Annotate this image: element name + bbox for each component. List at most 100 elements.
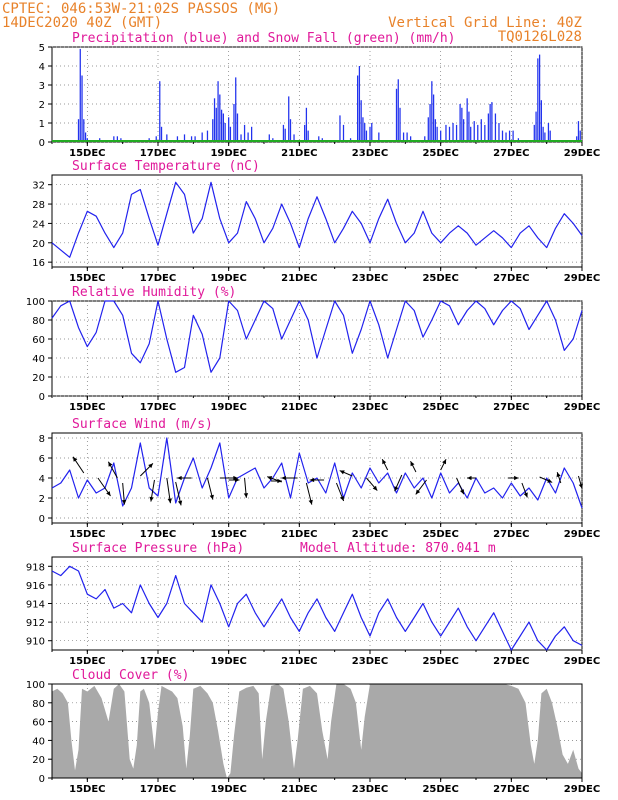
wind-vector [107,461,118,479]
precip-bar [159,81,161,142]
precip-bar [116,136,118,142]
precip-bar [498,123,500,142]
precip-bar [288,96,290,142]
wind-vector-head [556,472,561,478]
precip-bar [362,117,364,142]
panel-title: Surface Pressure (hPa) [72,541,244,556]
precip-bar [480,119,482,142]
precip-bar [576,136,578,142]
x-tick-label: 21DEC [281,656,317,667]
x-tick-label: 21DEC [281,529,317,540]
y-tick-label: 3 [39,81,45,92]
precip-bar [508,130,511,142]
precip-bar [399,107,401,142]
panel-title: Cloud Cover (%) [72,668,189,683]
precip-bar [538,54,541,142]
precip-bar [395,88,398,142]
precip-bar [357,75,359,142]
wind-vector [339,470,353,477]
panel-title: Precipitation (blue) and Snow Fall (gree… [72,31,456,46]
x-tick-label: 23DEC [352,656,388,667]
precip-bar [160,126,163,142]
precip-bar [452,123,454,142]
x-tick-label: 23DEC [352,784,388,795]
panel-subtitle: Model Altitude: 870.041 m [300,541,496,556]
y-tick-label: 0 [39,392,45,403]
x-tick-label: 17DEC [140,148,176,159]
precip-bar [360,100,362,142]
precip-bar [440,130,442,142]
y-tick-label: 16 [32,258,45,269]
wind-vector-head [372,485,378,491]
y-tick-label: 40 [32,354,45,365]
precip-bar [215,107,217,142]
precip-bar [431,81,433,142]
precip-bar [535,111,537,142]
precip-bar [342,124,345,142]
x-tick-label: 27DEC [493,148,529,159]
y-tick-label: 20 [32,239,45,250]
wind-vector [309,477,325,483]
x-tick-label: 29DEC [564,656,600,667]
wind-vector-head [410,461,415,467]
header-grid-line: Vertical Grid Line: 40Z [388,15,582,31]
y-tick-label: 32 [32,181,45,192]
wind-vector [177,475,192,481]
wind-vector [267,476,282,483]
wind-vector [577,475,583,489]
y-tick-label: 100 [26,680,45,691]
wind-vector-head [514,475,519,481]
precip-bar [429,104,431,142]
plot-frame [51,174,583,268]
precip-bar [494,113,497,142]
cloud-cover-area [52,684,582,778]
precip-bar [183,134,186,142]
precip-bar [549,130,551,142]
precip-bar [537,58,539,142]
precip-bar [224,123,226,142]
precip-bar [434,119,436,142]
wind-vector [121,482,127,505]
panel-4: 15DEC 17DEC 19DEC 21DEC 23DEC 25DEC 27DEC 29DEC… [39,417,601,540]
wind-vector [305,482,313,505]
precip-bar [364,123,366,142]
precip-bar [487,113,489,142]
x-tick-label: 19DEC [210,784,246,795]
x-tick-label: 23DEC [352,529,388,540]
precip-bar [461,107,463,142]
precip-bar [365,130,368,142]
precip-bar [79,48,81,142]
precip-bar [81,75,83,142]
precip-bar [219,94,221,142]
precip-bar [236,113,239,142]
header-location: CPTEC: 046:53W-21:02S PASSOS (MG) [2,1,280,17]
precip-bar [201,132,203,142]
x-tick-label: 29DEC [564,273,600,284]
precip-bar [501,130,504,142]
precip-bar [284,128,286,142]
precip-bar [155,136,157,142]
precip-bar [448,126,451,142]
plot-frame [51,300,583,397]
precip-bar [406,132,408,142]
y-tick-label: 24 [32,219,45,230]
x-tick-label: 25DEC [422,656,458,667]
header-date: 14DEC2020 40Z (GMT) [2,15,162,31]
wind-vector-head [467,475,472,481]
wind-vector-head [382,459,387,465]
header-model: TQ0126L028 [498,29,582,45]
wind-vector-head [233,475,238,481]
precip-bar [489,104,491,142]
precip-bar [212,119,214,142]
precip-bar [268,134,270,142]
plot-frame [51,46,583,143]
y-tick-label: 912 [26,618,45,629]
x-tick-label: 17DEC [140,402,176,413]
precip-bar [176,136,179,142]
x-tick-label: 29DEC [564,529,600,540]
wind-vector-head [243,493,249,498]
x-tick-label: 15DEC [69,529,105,540]
precip-bar [293,134,295,142]
x-tick-label: 23DEC [352,402,388,413]
wind-vector [394,474,403,492]
